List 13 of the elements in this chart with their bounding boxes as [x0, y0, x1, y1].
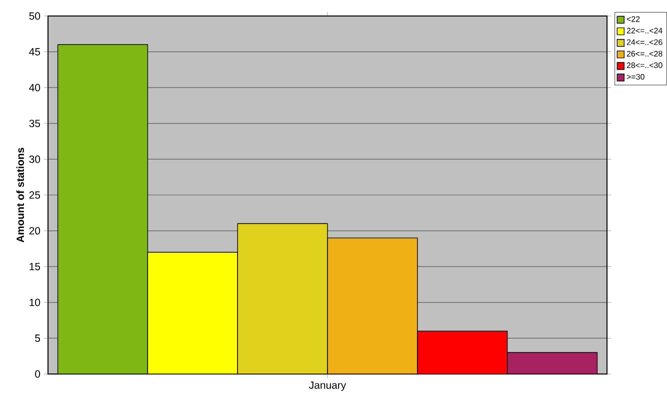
y-tick-label: 15 [30, 262, 40, 270]
y-tick-label: 5 [35, 334, 40, 342]
y-tick-label: 45 [29, 48, 40, 56]
y-tick-label: 50 [29, 12, 40, 20]
y-tick-label: 25 [29, 191, 40, 199]
y-tick-label: 40 [29, 84, 40, 92]
y-tick-label: 35 [29, 120, 40, 128]
y-tick-label: 0 [35, 370, 40, 378]
y-tick-label: 10 [30, 298, 40, 306]
x-tick-label: January [309, 382, 346, 391]
y-tick-label: 20 [29, 227, 40, 235]
y-axis-title: Amount of stations [16, 148, 24, 242]
y-tick-label: 30 [29, 156, 40, 163]
